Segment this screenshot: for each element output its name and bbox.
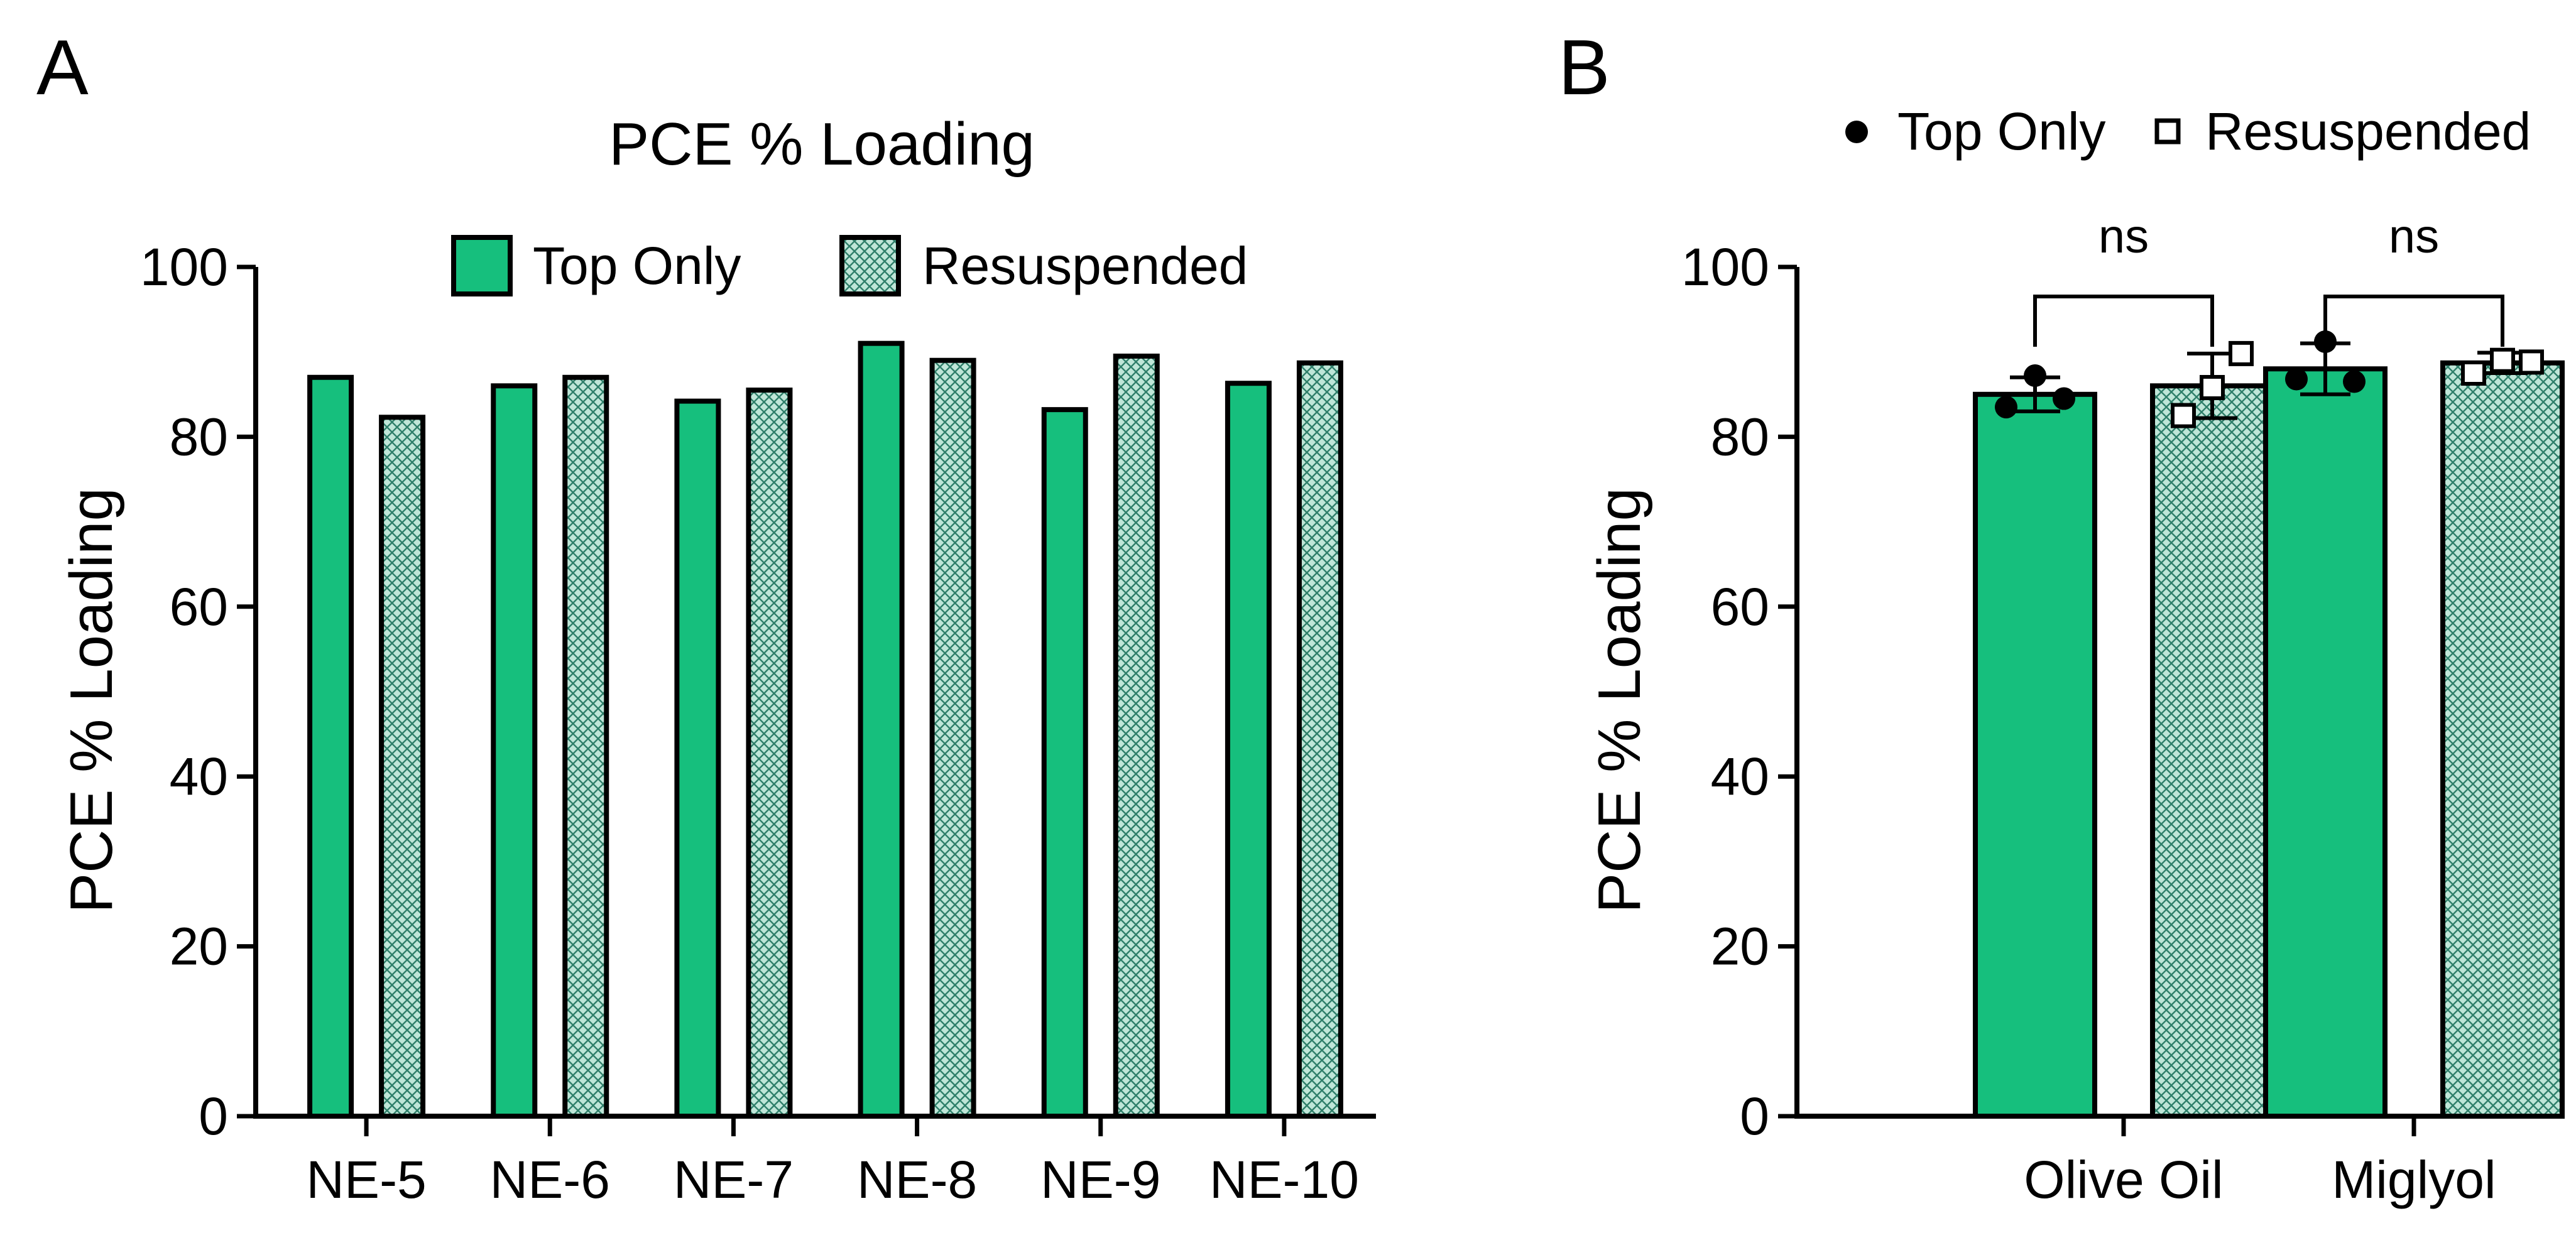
x-tick-label: Olive Oil <box>2024 1150 2223 1209</box>
legend-label-top-only: Top Only <box>533 236 741 295</box>
significance-bracket <box>2033 295 2214 347</box>
panel-b: B PCE % Loading Top Only Resuspended ns n… <box>1558 24 2565 1209</box>
x-tick-label: NE-7 <box>674 1150 794 1209</box>
legend-label-top-only: Top Only <box>1897 102 2106 161</box>
panel-letter-a: A <box>36 24 89 111</box>
data-point-top-only <box>2024 364 2046 388</box>
y-tick-label: 60 <box>1711 577 1769 636</box>
bar-resuspended <box>2440 360 2565 1119</box>
y-tick-label: 100 <box>140 237 228 296</box>
x-tick-label: Miglyol <box>2332 1150 2496 1209</box>
axes-a: 0 20 40 60 80 100 NE-5 NE-6 NE-7 NE-8 NE-9 NE-10 <box>140 237 1376 1209</box>
bar-resuspended <box>562 374 609 1119</box>
panel-letter-b: B <box>1558 24 1610 111</box>
bar-top-only <box>858 340 905 1119</box>
bar-top-only <box>1041 407 1088 1119</box>
panel-a: A PCE % Loading PCE % Loading Top Only R… <box>36 24 1376 1209</box>
x-tick-label: NE-5 <box>306 1150 426 1209</box>
bar-resuspended <box>929 357 976 1119</box>
data-point-resuspended <box>2490 347 2515 373</box>
x-tick-label: NE-6 <box>490 1150 610 1209</box>
bar-resuspended <box>746 388 793 1119</box>
y-tick-label: 20 <box>170 917 228 976</box>
legend-label-resuspended: Resuspended <box>922 236 1248 295</box>
x-tick-label: NE-9 <box>1040 1150 1160 1209</box>
bar-top-only <box>1973 391 2097 1119</box>
bar-top-only <box>1225 381 1272 1119</box>
y-axis-label-b: PCE % Loading <box>1586 487 1653 913</box>
chart-title-a: PCE % Loading <box>609 111 1035 178</box>
significance-label: ns <box>2389 210 2439 263</box>
data-point-top-only <box>2285 367 2308 391</box>
legend-swatch-resuspended <box>839 235 901 296</box>
legend-marker-resuspended <box>2154 118 2181 144</box>
data-point-resuspended <box>2519 349 2544 375</box>
y-tick-label: 100 <box>1681 237 1769 296</box>
bar-resuspended <box>1113 353 1160 1119</box>
y-tick-label: 40 <box>1711 747 1769 806</box>
bar-top-only <box>2263 366 2388 1119</box>
data-point-resuspended <box>2229 340 2254 366</box>
bar-resuspended <box>2150 383 2274 1119</box>
bar-top-only <box>674 398 721 1119</box>
bar-resuspended <box>379 415 426 1119</box>
bar-resuspended <box>1296 360 1343 1119</box>
y-tick-label: 0 <box>199 1087 228 1146</box>
legend-swatch-top-only <box>451 235 513 296</box>
y-tick-label: 80 <box>1711 407 1769 466</box>
significance-bracket <box>2323 295 2504 347</box>
y-tick-label: 0 <box>1740 1087 1769 1146</box>
data-point-top-only <box>2053 387 2075 410</box>
data-point-resuspended <box>2171 403 2196 428</box>
legend-b: Top Only Resuspended <box>1845 102 2531 161</box>
x-tick-label: NE-10 <box>1209 1150 1359 1209</box>
axes-b: 0 20 40 60 80 100 Olive Oil Miglyol <box>1681 237 2519 1209</box>
y-tick-label: 20 <box>1711 917 1769 976</box>
y-tick-label: 80 <box>170 407 228 466</box>
data-point-top-only <box>2343 370 2366 393</box>
data-point-resuspended <box>2461 361 2486 386</box>
bar-top-only <box>491 383 538 1119</box>
bar-top-only <box>307 374 354 1119</box>
legend-marker-top-only <box>1845 121 1868 143</box>
y-axis-label-a: PCE % Loading <box>58 487 125 913</box>
legend-a: Top Only Resuspended <box>451 235 1248 296</box>
data-point-resuspended <box>2200 374 2225 400</box>
significance-label: ns <box>2098 210 2149 263</box>
bars-b: ns ns <box>1973 210 2565 1119</box>
legend-label-resuspended: Resuspended <box>2205 102 2531 161</box>
y-tick-label: 60 <box>170 577 228 636</box>
bars-a <box>307 340 1343 1119</box>
y-tick-label: 40 <box>170 747 228 806</box>
data-point-top-only <box>1995 396 2017 419</box>
x-tick-label: NE-8 <box>857 1150 977 1209</box>
